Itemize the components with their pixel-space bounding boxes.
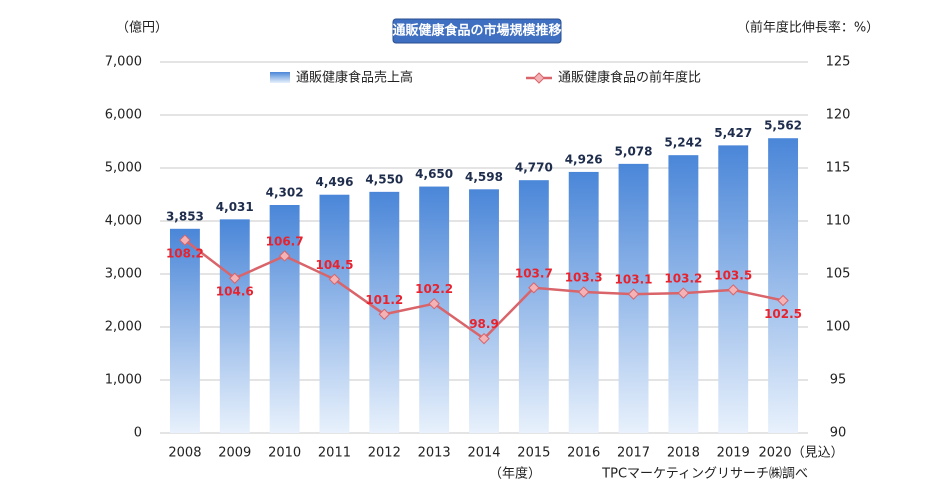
y-tick-label: 0: [134, 426, 142, 441]
y2-tick-label: 105: [826, 267, 851, 282]
x-tick-label: 2018: [667, 446, 700, 461]
x-tick-label: 2019: [717, 446, 750, 461]
x-tick-label: 2011: [318, 446, 351, 461]
bar-value-label: 4,926: [565, 152, 603, 166]
line-value-label: 108.2: [166, 247, 204, 261]
line-marker: [378, 308, 391, 320]
line-marker: [179, 234, 191, 246]
x-tick-label: 2012: [368, 446, 401, 461]
bar-value-label: 3,853: [166, 209, 204, 223]
x-tick-label: 2013: [418, 446, 451, 461]
line-value-label: 98.9: [469, 317, 499, 331]
line-marker: [478, 332, 490, 345]
x-tick-label: 2014: [467, 446, 500, 461]
line-marker: [528, 282, 540, 294]
bar-value-label: 4,650: [415, 167, 453, 181]
bar: [319, 194, 350, 433]
bar: [518, 180, 549, 433]
line-value-label: 104.5: [315, 258, 353, 272]
y2-tick-label: 115: [826, 161, 851, 176]
line-marker: [229, 272, 241, 284]
y-tick-label: 6,000: [105, 108, 142, 123]
bar-value-label: 5,427: [714, 126, 752, 140]
x-tick-label: 2017: [617, 446, 650, 461]
line-marker: [727, 284, 739, 296]
y2-tick-label: 120: [826, 108, 851, 123]
y-tick-label: 3,000: [105, 267, 142, 282]
line-value-label: 102.2: [415, 282, 453, 296]
y-tick-label: 7,000: [105, 55, 142, 70]
bar-value-label: 5,078: [615, 144, 653, 158]
line-marker: [577, 286, 590, 298]
y-axis-label: （億円）: [116, 20, 168, 36]
legend-label: 通販健康食品売上高: [296, 70, 413, 86]
y2-tick-label: 90: [830, 426, 847, 441]
line-marker: [777, 294, 789, 307]
y2-tick-label: 110: [826, 214, 851, 229]
bar: [219, 219, 250, 433]
y2-tick-label: 125: [826, 55, 851, 70]
bar: [169, 228, 200, 433]
y2-tick-label: 95: [830, 373, 847, 388]
bar-value-label: 4,598: [465, 170, 503, 184]
line-value-label: 103.2: [664, 272, 702, 286]
bar-value-label: 4,031: [216, 200, 254, 214]
bar-value-label: 5,562: [764, 119, 802, 133]
x-tick-label: 2008: [168, 446, 201, 461]
bar-value-label: 4,550: [365, 172, 403, 186]
y2-axis-label: （前年度比伸長率：%）: [737, 20, 879, 36]
legend-label: 通販健康食品の前年度比: [558, 70, 701, 86]
x-tick-label: 2010: [268, 446, 301, 461]
source-note: TPCマーケティングリサーチ㈱調べ: [601, 467, 808, 482]
bar: [768, 138, 799, 434]
line-marker: [328, 273, 341, 286]
bar-value-label: 5,242: [664, 136, 702, 150]
legend-swatch: [270, 72, 290, 83]
x-axis-label: （年度）: [489, 466, 541, 482]
bar-value-label: 4,302: [266, 185, 304, 199]
line-marker: [627, 288, 640, 300]
bar: [269, 204, 300, 433]
line-value-label: 102.5: [764, 307, 802, 321]
line-value-label: 104.6: [216, 285, 254, 299]
line-value-label: 103.7: [515, 266, 553, 280]
line-marker: [278, 250, 291, 262]
x-tick-label: 2015: [517, 446, 550, 461]
x-tick-label: 2020（見込）: [759, 446, 844, 461]
y2-tick-label: 100: [826, 320, 851, 335]
bar-value-label: 4,770: [515, 161, 553, 175]
y-tick-label: 5,000: [105, 161, 142, 176]
bar: [568, 171, 599, 433]
line-value-label: 103.5: [714, 268, 752, 282]
line-marker: [677, 287, 690, 299]
line-value-label: 103.3: [565, 271, 603, 285]
bar: [469, 189, 499, 433]
y-tick-label: 4,000: [105, 214, 142, 229]
chart-title: 通販健康食品の市場規模推移: [392, 23, 561, 39]
legend-swatch: [533, 72, 545, 84]
line-value-label: 101.2: [365, 293, 403, 307]
y-tick-label: 2,000: [105, 320, 142, 335]
line-value-label: 103.1: [615, 273, 653, 287]
x-tick-label: 2009: [218, 446, 251, 461]
bar-value-label: 4,496: [315, 175, 353, 189]
line-marker: [428, 297, 440, 310]
line-value-label: 106.7: [266, 234, 304, 248]
y-tick-label: 1,000: [105, 373, 142, 388]
title-box: [392, 18, 562, 44]
x-tick-label: 2016: [567, 446, 600, 461]
